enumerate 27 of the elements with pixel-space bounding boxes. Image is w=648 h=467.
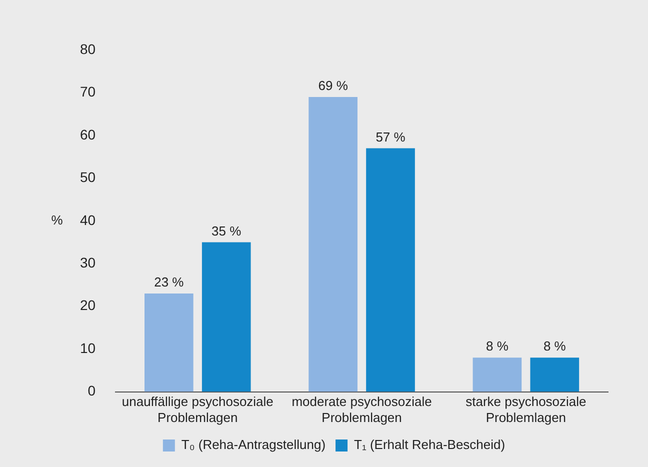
y-tick-label: 20 [80, 297, 96, 314]
x-tick-label: moderate psychosoziale Problemlagen [292, 394, 432, 425]
bar [366, 148, 415, 392]
y-tick-label: 70 [80, 84, 96, 100]
data-label: 8 % [486, 338, 509, 354]
data-label: 57 % [376, 129, 406, 144]
bar [472, 358, 522, 392]
y-tick-label: 50 [80, 169, 96, 186]
y-tick-label: 30 [80, 254, 96, 270]
legend-label: T₁ (Erhalt Reha-Bescheid) [354, 437, 506, 452]
bar [144, 294, 194, 392]
y-axis-title: % [51, 212, 64, 228]
x-tick-label: starke psychosoziale Problemlagen [466, 394, 586, 425]
x-tick-label: unauffällige psychosoziale Problemlagen [122, 394, 274, 425]
data-label: 23 % [154, 274, 184, 290]
legend-label: T₀ (Reha-Antragstellung) [181, 437, 326, 452]
y-tick-label: 40 [80, 212, 96, 228]
y-tick-label: 0 [88, 382, 96, 399]
data-label: 69 % [318, 78, 348, 94]
data-label: 8 % [543, 338, 566, 354]
y-tick-label: 80 [80, 40, 96, 57]
bar [530, 358, 580, 392]
data-label: 35 % [212, 223, 242, 238]
y-tick-label: 10 [80, 340, 96, 356]
bar [308, 97, 358, 392]
bar [202, 242, 251, 392]
y-tick-label: 60 [80, 126, 96, 142]
